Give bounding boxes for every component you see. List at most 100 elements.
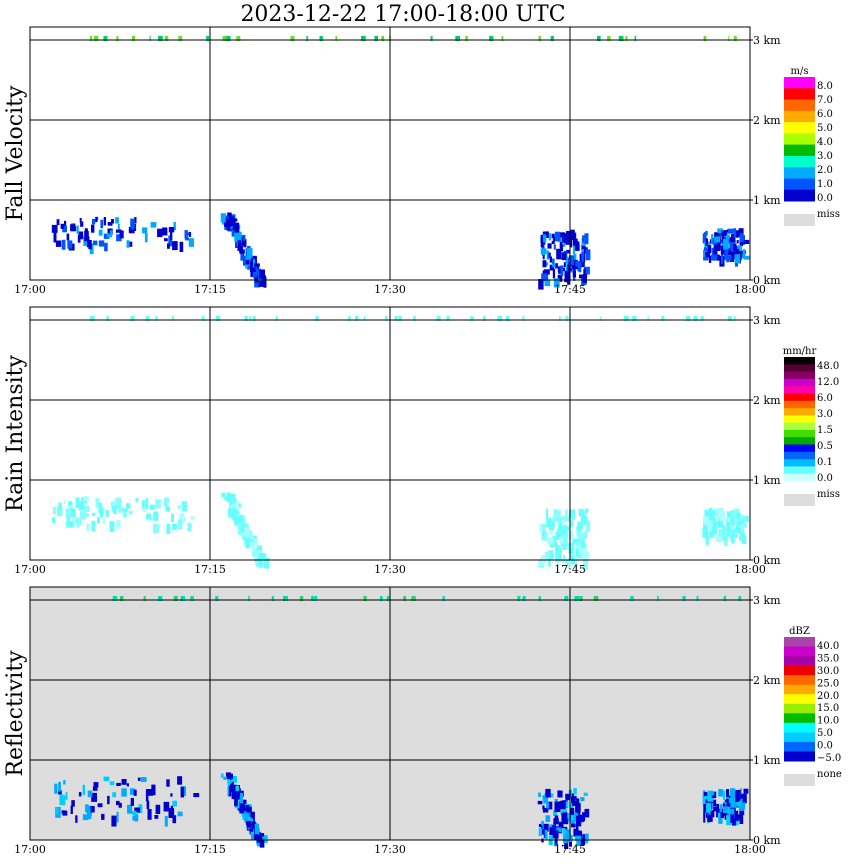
echo-pixel [743, 788, 749, 794]
echo-pixel [374, 36, 378, 41]
echo-pixel [632, 316, 637, 321]
echo-pixel [552, 825, 555, 831]
echo-pixel [84, 231, 89, 242]
legend-swatch [784, 466, 815, 475]
echo-pixel [542, 805, 545, 810]
echo-pixel [170, 793, 173, 797]
echo-pixel [705, 796, 709, 806]
echo-pixel [93, 36, 99, 41]
echo-pixel [657, 596, 659, 601]
echo-pixel [593, 596, 599, 601]
echo-pixel [717, 812, 721, 818]
echo-pixel [470, 316, 474, 321]
echo-pixel [720, 812, 726, 816]
echo-pixel [115, 229, 122, 233]
echo-pixel [86, 805, 92, 816]
echo-pixel [564, 235, 567, 244]
echo-pixel [580, 538, 585, 550]
echo-pixel [178, 36, 183, 41]
echo-pixel [128, 510, 133, 515]
echo-pixel [560, 265, 564, 276]
legend-swatch [784, 637, 815, 647]
echo-pixel [559, 801, 562, 809]
echo-pixel [122, 508, 128, 513]
legend-unit: mm/hr [783, 346, 817, 357]
echo-pixel [707, 790, 714, 802]
legend-swatch [784, 437, 815, 445]
echo-pixel [143, 596, 146, 601]
echo-pixel [132, 815, 139, 821]
echo-pixel [78, 501, 85, 511]
echo-pixel [179, 513, 185, 524]
echo-pixel [727, 248, 731, 255]
echo-pixel [398, 316, 402, 321]
echo-pixel [141, 500, 147, 510]
echo-pixel [703, 36, 707, 41]
echo-pixel [727, 526, 730, 535]
echo-pixel [130, 798, 134, 806]
echo-pixel [117, 223, 120, 233]
echo-pixel [111, 219, 114, 224]
echo-pixel [735, 230, 739, 238]
echo-pixel [549, 264, 555, 271]
echo-pixel [164, 815, 168, 827]
echo-pixel [246, 806, 252, 812]
echo-pixel [177, 504, 183, 510]
echo-pixel [576, 836, 582, 846]
echo-pixel [250, 270, 253, 277]
echo-pixel [564, 270, 571, 280]
echo-pixel [560, 232, 565, 237]
echo-pixel [553, 810, 557, 816]
echo-pixel [230, 508, 235, 518]
echo-pixel [730, 788, 736, 798]
echo-pixel [253, 538, 258, 545]
echo-pixel [559, 548, 562, 554]
echo-pixel [562, 818, 569, 825]
echo-rain-intensity-3 [702, 508, 749, 546]
echo-pixel [231, 230, 236, 237]
echo-pixel [723, 238, 729, 250]
echo-pixel [555, 542, 558, 554]
echo-pixel [576, 547, 579, 558]
echo-pixel [713, 806, 719, 812]
echo-pixel [543, 795, 548, 804]
echo-pixel [569, 807, 575, 819]
echo-pixel [306, 36, 308, 41]
echo-pixel [545, 556, 551, 561]
legend-swatch [784, 703, 815, 714]
echo-pixel [607, 36, 611, 41]
echo-pixel [542, 807, 549, 813]
echo-pixel [244, 527, 250, 538]
echo-pixel [177, 519, 183, 530]
echo-pixel [567, 812, 571, 822]
echo-pixel [546, 802, 549, 809]
echo-pixel [706, 809, 711, 813]
legend-label: 25.0 [817, 678, 839, 689]
echo-pixel [707, 812, 712, 816]
echo-pixel [542, 255, 545, 260]
echo-pixel [60, 223, 65, 229]
echo-pixel [228, 785, 232, 797]
echo-pixel [93, 240, 98, 246]
echo-pixel [553, 278, 560, 288]
echo-pixel [704, 252, 709, 256]
legend-swatch [784, 722, 815, 733]
echo-pixel [146, 513, 152, 520]
echo-pixel [567, 277, 571, 285]
legend-label: 20.0 [817, 691, 839, 702]
echo-pixel [709, 248, 712, 254]
echo-reflectivity-3 [702, 788, 749, 826]
echo-pixel [562, 534, 566, 545]
legend-miss-swatch [784, 774, 815, 786]
echo-pixel [548, 558, 551, 567]
echo-pixel [236, 231, 242, 243]
echo-pixel [140, 777, 147, 782]
legend-label: 48.0 [817, 361, 839, 372]
echo-pixel [555, 547, 562, 559]
echo-pixel [733, 509, 740, 514]
echo-pixel [551, 233, 555, 239]
echo-pixel [558, 545, 562, 552]
echo-pixel [713, 527, 718, 535]
echo-pixel [248, 817, 252, 821]
echo-pixel [168, 235, 173, 247]
